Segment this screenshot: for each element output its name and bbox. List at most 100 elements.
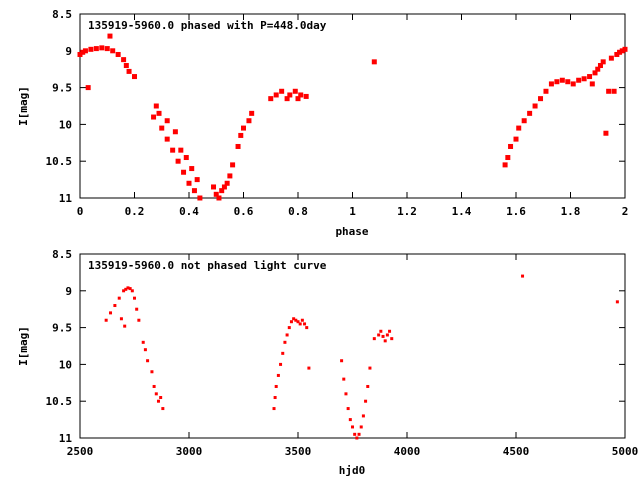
- data-point: [80, 49, 86, 55]
- data-point: [342, 377, 346, 381]
- data-point: [606, 88, 612, 94]
- data-point: [276, 373, 280, 377]
- plot-frame: [79, 253, 626, 439]
- data-point: [348, 418, 352, 422]
- data-point: [508, 143, 514, 149]
- data-point: [213, 191, 219, 197]
- data-point: [82, 48, 88, 54]
- data-point: [344, 392, 348, 396]
- data-point: [273, 396, 277, 400]
- data-point: [272, 407, 276, 411]
- x-tick-label: 2: [622, 205, 629, 218]
- data-point: [279, 88, 285, 94]
- data-point: [124, 287, 128, 291]
- data-point: [592, 70, 598, 76]
- data-point: [216, 195, 222, 201]
- data-point: [527, 110, 533, 116]
- data-point: [128, 287, 132, 291]
- data-point: [77, 51, 83, 57]
- y-tick-label: 10.5: [46, 395, 73, 408]
- x-tick-label: 1.6: [506, 205, 526, 218]
- data-point: [172, 129, 178, 135]
- data-point: [115, 51, 121, 57]
- data-point: [189, 166, 195, 172]
- data-point: [381, 334, 385, 338]
- data-point: [298, 92, 304, 98]
- data-point: [287, 92, 293, 98]
- data-point: [351, 425, 354, 429]
- data-point: [383, 339, 387, 343]
- data-point: [298, 322, 302, 326]
- data-point: [600, 59, 606, 65]
- data-point: [161, 407, 165, 411]
- data-point: [364, 399, 368, 403]
- x-tick-label: 0.4: [179, 205, 199, 218]
- x-tick-label: 3500: [285, 445, 312, 458]
- data-point: [516, 125, 522, 131]
- data-point: [543, 88, 549, 94]
- data-point: [608, 55, 614, 61]
- data-point: [268, 96, 274, 102]
- data-point: [597, 63, 603, 69]
- data-point: [388, 329, 392, 333]
- data-point: [303, 322, 307, 326]
- data-point: [368, 366, 372, 370]
- data-point: [359, 425, 363, 429]
- y-tick-label: 9: [65, 285, 72, 298]
- data-point: [292, 88, 298, 94]
- y-tick-label: 11: [59, 192, 73, 205]
- data-point: [123, 63, 129, 69]
- y-axis-label: I[mag]: [17, 86, 30, 126]
- data-point: [249, 110, 255, 116]
- data-point: [581, 76, 587, 82]
- data-point: [153, 103, 159, 109]
- data-point: [186, 180, 192, 186]
- data-point: [292, 317, 296, 321]
- data-point: [146, 359, 150, 363]
- data-point: [346, 407, 350, 411]
- data-point: [615, 300, 619, 304]
- data-point: [353, 432, 357, 436]
- data-point: [110, 48, 116, 54]
- data-point: [121, 57, 127, 63]
- data-point: [246, 118, 252, 124]
- data-point: [357, 432, 361, 436]
- data-point: [181, 169, 187, 175]
- tick-group: 2500 3000 3500 4000 4500 5000 8.5 9 9.5 10 10.5 11: [46, 248, 639, 458]
- x-axis-label: phase: [335, 225, 368, 238]
- data-point: [385, 333, 389, 337]
- data-point: [576, 77, 582, 83]
- data-point: [164, 136, 170, 142]
- data-point: [143, 348, 147, 352]
- y-tick-label: 11: [59, 432, 73, 445]
- chart-title: 135919-5960.0 not phased light curve: [88, 259, 327, 272]
- data-point: [88, 46, 94, 52]
- data-point: [366, 384, 370, 388]
- data-point: [122, 289, 126, 293]
- y-tick-label: 9.5: [52, 322, 72, 335]
- data-point: [554, 79, 560, 85]
- data-point: [617, 49, 623, 55]
- x-axis-label: hjd0: [339, 464, 366, 477]
- y-tick-label: 10: [59, 118, 72, 131]
- data-point: [285, 333, 289, 337]
- data-point: [170, 147, 176, 153]
- x-tick-label: 0.6: [234, 205, 254, 218]
- data-point: [133, 296, 136, 300]
- data-point: [221, 184, 227, 190]
- data-point: [303, 93, 309, 99]
- data-point: [340, 359, 344, 363]
- data-point: [130, 289, 134, 293]
- data-point: [296, 320, 300, 324]
- data-points: [104, 274, 619, 440]
- data-point: [194, 177, 200, 183]
- data-point: [241, 125, 246, 131]
- data-point: [548, 81, 554, 87]
- data-point: [224, 180, 230, 186]
- x-tick-label: 1.4: [452, 205, 472, 218]
- y-axis-label: I[mag]: [17, 326, 30, 366]
- data-point: [137, 318, 141, 322]
- data-point: [300, 318, 304, 322]
- data-point: [295, 96, 301, 102]
